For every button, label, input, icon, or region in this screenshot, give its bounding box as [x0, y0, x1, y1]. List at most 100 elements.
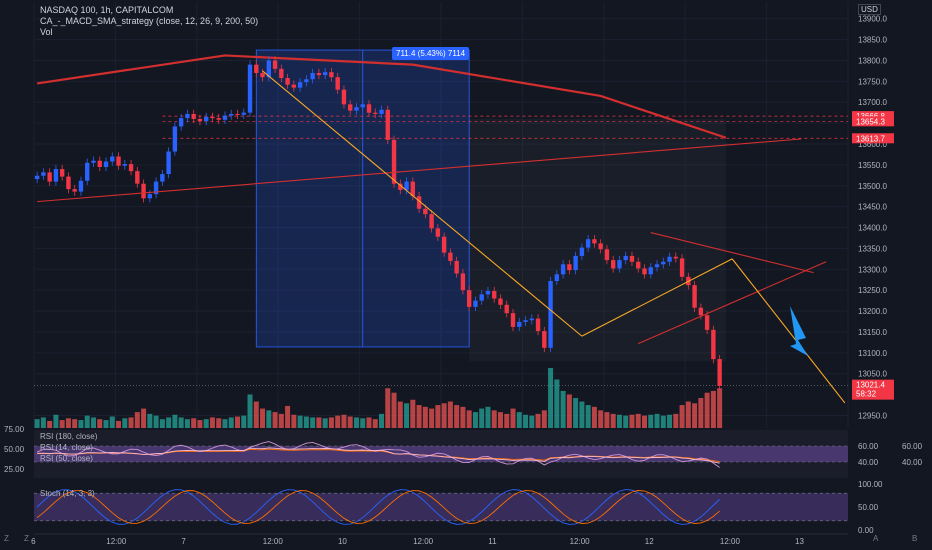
- volume-bar: [353, 417, 359, 428]
- volume-bar: [310, 417, 316, 428]
- volume-bar: [84, 415, 90, 428]
- volume-bar: [717, 388, 723, 428]
- auto-scale-icon[interactable]: A: [873, 534, 879, 543]
- volume-bar: [510, 408, 516, 428]
- volume-bar: [322, 418, 328, 428]
- candle-body: [423, 208, 428, 215]
- trend-line-support: [37, 138, 802, 203]
- volume-bar: [422, 406, 428, 428]
- candle-body: [291, 84, 297, 88]
- sma-200-line: [36, 54, 727, 139]
- last-price-value: 13021.4: [856, 381, 885, 390]
- zoom-reset-icon[interactable]: Z: [4, 534, 9, 543]
- volume-bar: [667, 414, 673, 428]
- volume-bar: [516, 412, 522, 428]
- volume-bar: [598, 410, 604, 428]
- candle-body: [460, 273, 466, 291]
- volume-bar: [535, 413, 541, 428]
- candle-body: [128, 164, 134, 172]
- volume-bar: [391, 392, 397, 428]
- volume-bar: [585, 405, 591, 428]
- candle-body: [592, 239, 597, 244]
- volume-bar: [692, 403, 698, 428]
- candle-body: [141, 183, 146, 199]
- candle-body: [492, 291, 497, 299]
- volume-bar: [604, 412, 610, 428]
- candle-body: [122, 164, 127, 166]
- candle-body: [485, 291, 491, 295]
- candle-body: [517, 321, 522, 327]
- log-scale-icon[interactable]: B: [912, 534, 918, 543]
- volume-bar: [435, 405, 441, 428]
- volume-bar: [548, 368, 554, 428]
- rsi-right-tick: 40.00: [858, 458, 879, 467]
- rsi-left-tick: 75.00: [4, 425, 25, 434]
- candle-body: [529, 318, 534, 321]
- candle-body: [266, 60, 271, 78]
- volume-bar: [103, 420, 109, 428]
- volume-bar: [379, 413, 385, 428]
- volume-bar: [497, 412, 503, 428]
- volume-bar: [147, 413, 153, 428]
- candle-body: [604, 249, 610, 261]
- candle-body: [504, 304, 509, 314]
- candle-body: [191, 113, 196, 119]
- candle-body: [241, 112, 246, 115]
- candle-body: [354, 107, 359, 111]
- candle-body: [623, 255, 628, 261]
- time-axis-label: 12:00: [570, 537, 591, 546]
- volume-bar: [53, 414, 59, 428]
- volume-bar: [629, 414, 635, 428]
- volume-bar: [172, 414, 178, 428]
- candle-body: [348, 104, 353, 111]
- candle-body: [285, 78, 290, 85]
- candle-body: [692, 285, 697, 308]
- volume-bar: [247, 394, 253, 428]
- volume-bar: [209, 417, 215, 428]
- candle-body: [473, 300, 478, 307]
- volume-bar: [197, 420, 203, 428]
- time-axis-label: 10: [338, 537, 347, 546]
- currency-badge[interactable]: USD: [858, 4, 881, 15]
- volume-bar: [216, 418, 222, 428]
- price-level-label: [852, 133, 894, 144]
- volume-bar: [385, 388, 391, 428]
- price-axis-tick: 13100.0: [858, 349, 887, 358]
- candle-body: [429, 214, 434, 229]
- price-axis-tick: 13450.0: [858, 203, 887, 212]
- volume-bar: [704, 392, 710, 428]
- trend-line-fall: [262, 70, 583, 337]
- candle-body: [717, 359, 722, 386]
- price-axis-tick: 13550.0: [858, 161, 887, 170]
- candle-body: [598, 243, 603, 250]
- volume-bar: [447, 401, 453, 428]
- stoch-d-line: [36, 490, 720, 524]
- candle-body: [310, 73, 315, 80]
- candle-body: [711, 329, 716, 360]
- volume-bar: [59, 420, 65, 428]
- volume-bar: [635, 413, 641, 428]
- rsi-left-tick: 25.00: [4, 465, 25, 474]
- candle-body: [66, 176, 71, 190]
- candle-body: [329, 72, 334, 78]
- rsi-50-legend: RSI (50, close): [40, 454, 93, 463]
- rsi-50-line: [37, 447, 720, 464]
- volume-bar: [479, 408, 485, 428]
- candle-body: [135, 171, 140, 184]
- zoom-icon[interactable]: Z: [24, 534, 29, 543]
- volume-bar: [178, 417, 184, 428]
- volume-bar: [529, 415, 535, 428]
- candle-body: [673, 256, 678, 259]
- volume-bar: [429, 408, 435, 428]
- price-level-label: [852, 116, 894, 127]
- volume-bar: [272, 412, 278, 428]
- trend-line-channel-lower: [638, 261, 827, 345]
- candle-body: [441, 236, 447, 253]
- candle-body: [398, 183, 403, 190]
- candle-body: [648, 267, 653, 275]
- candle-body: [116, 156, 121, 166]
- candle-body: [560, 264, 566, 275]
- price-axis-tick: 13350.0: [858, 244, 887, 253]
- candle-body: [535, 318, 541, 332]
